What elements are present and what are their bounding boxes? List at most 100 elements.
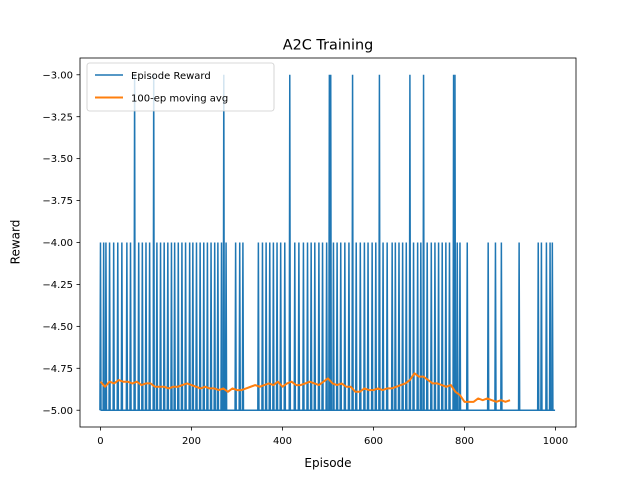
- episode-reward-spike: [148, 242, 151, 411]
- episode-reward-spike: [170, 242, 173, 411]
- episode-reward-spike: [302, 242, 305, 411]
- episode-reward-spike: [159, 242, 162, 411]
- data-series: [99, 74, 556, 411]
- episode-reward-spike: [325, 242, 328, 411]
- plot-area: [80, 58, 576, 427]
- y-tick-label: −4.00: [42, 238, 73, 249]
- episode-reward-spike: [404, 242, 408, 411]
- episode-reward-spike: [335, 242, 339, 411]
- episode-reward-spike: [429, 242, 433, 411]
- episode-reward-spike: [378, 74, 381, 411]
- legend-label: Episode Reward: [131, 71, 211, 82]
- episode-reward-spike: [224, 242, 228, 411]
- episode-reward-spike: [437, 242, 440, 411]
- episode-reward-spike: [343, 242, 347, 411]
- episode-reward-spike: [152, 74, 156, 411]
- episode-reward-spike: [401, 242, 404, 411]
- episode-reward-spike: [453, 74, 457, 411]
- episode-reward-spike: [102, 242, 105, 411]
- episode-reward-spike: [137, 242, 140, 411]
- episode-reward-spike: [385, 242, 389, 411]
- episode-reward-spike: [309, 242, 313, 411]
- episode-reward-spike: [166, 242, 170, 411]
- episode-reward-spike: [144, 242, 148, 411]
- episode-reward-spike: [448, 242, 451, 411]
- episode-reward-spike: [374, 242, 378, 411]
- episode-reward-spike: [141, 242, 144, 411]
- episode-reward-spike: [155, 242, 159, 411]
- episode-reward-spike: [306, 242, 309, 411]
- episode-reward-spike: [176, 242, 180, 411]
- episode-reward-spike: [354, 242, 358, 411]
- episode-reward-spike: [99, 242, 102, 411]
- moving-average-line: [99, 372, 511, 403]
- episode-reward-spike: [195, 242, 198, 411]
- episode-reward-spike: [347, 242, 351, 411]
- y-tick-label: −5.00: [42, 406, 73, 417]
- episode-reward-spike: [359, 242, 362, 411]
- episode-reward-spike: [261, 242, 264, 411]
- episode-reward-spike: [188, 242, 191, 411]
- y-axis: −3.00 −3.25 −3.50 −3.75 −4.00 −4.25 −4.50 −4.75…: [42, 70, 80, 417]
- episode-reward-spike: [313, 242, 317, 411]
- episode-reward-spike: [536, 242, 540, 411]
- episode-reward-spike: [234, 242, 237, 411]
- episode-reward-spike: [129, 242, 132, 411]
- episode-reward-spike: [332, 242, 335, 411]
- episode-reward-spike: [268, 242, 272, 411]
- episode-reward-spike: [440, 242, 444, 411]
- x-tick-label: 0: [97, 436, 103, 447]
- y-tick-label: −4.25: [42, 280, 73, 291]
- episode-reward-spike: [220, 242, 223, 411]
- episode-reward-spike: [397, 242, 401, 411]
- y-tick-label: −4.75: [42, 364, 73, 375]
- y-tick-label: −3.75: [42, 196, 73, 207]
- episode-reward-spike: [329, 74, 333, 411]
- episode-reward-spike: [238, 242, 242, 411]
- episode-reward-spike: [173, 242, 176, 411]
- episode-reward-spike: [198, 242, 202, 411]
- episode-reward-spike: [264, 242, 268, 411]
- episode-reward-spike: [351, 74, 354, 411]
- episode-reward-spike: [272, 242, 275, 411]
- episode-reward-spike: [317, 242, 321, 411]
- episode-reward-spike: [486, 242, 490, 411]
- episode-reward-spike: [184, 242, 187, 411]
- episode-reward-spike: [425, 242, 429, 411]
- x-axis: 0 200 400 600 800 1000: [97, 427, 568, 447]
- episode-reward-spike: [422, 74, 425, 411]
- x-tick-label: 1000: [543, 436, 568, 447]
- episode-reward-spike: [108, 242, 111, 411]
- episode-reward-spike: [458, 242, 462, 411]
- episode-reward-spike: [394, 242, 397, 411]
- episode-reward-spike: [455, 242, 459, 411]
- x-tick-label: 400: [273, 436, 292, 447]
- episode-reward-spike: [191, 242, 195, 411]
- episode-reward-spike: [366, 242, 370, 411]
- episode-reward-spike: [133, 74, 136, 411]
- episode-reward-spike: [408, 74, 412, 411]
- episode-reward-spike: [419, 242, 423, 411]
- y-tick-label: −3.50: [42, 154, 73, 165]
- episode-reward-spike: [540, 242, 543, 411]
- episode-reward-spike: [545, 242, 548, 411]
- episode-reward-spike: [116, 242, 120, 411]
- episode-reward-spike: [279, 242, 282, 411]
- episode-reward-spike: [104, 242, 108, 411]
- episode-reward-spike: [125, 242, 129, 411]
- legend-box: [86, 62, 275, 112]
- x-tick-label: 200: [182, 436, 201, 447]
- legend-label: 100-ep moving avg: [131, 94, 228, 105]
- plot-background: [80, 58, 576, 427]
- episode-reward-spike: [551, 242, 554, 411]
- episode-reward-spike: [494, 242, 497, 411]
- episode-reward-spike: [120, 242, 124, 411]
- episode-reward-spike: [275, 242, 279, 411]
- episode-reward-spike: [202, 242, 206, 411]
- episode-reward-spike: [381, 242, 385, 411]
- episode-reward-spike: [112, 242, 115, 411]
- episode-reward-spike: [288, 74, 292, 411]
- episode-reward-spike: [548, 242, 552, 411]
- y-axis-label: Reward: [9, 220, 23, 265]
- episode-reward-spike: [293, 242, 297, 411]
